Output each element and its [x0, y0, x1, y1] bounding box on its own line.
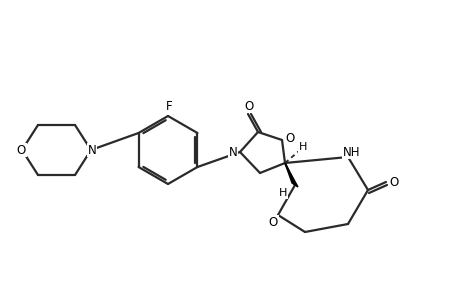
- Text: H: H: [298, 142, 307, 152]
- Text: O: O: [388, 176, 398, 188]
- Text: O: O: [268, 215, 277, 229]
- Text: NH: NH: [342, 146, 360, 158]
- Text: O: O: [285, 131, 294, 145]
- Text: F: F: [165, 100, 172, 112]
- Text: O: O: [17, 143, 26, 157]
- Text: O: O: [244, 100, 253, 112]
- Text: H: H: [278, 188, 286, 198]
- Text: N: N: [87, 143, 96, 157]
- Polygon shape: [285, 163, 297, 187]
- Text: N: N: [228, 146, 237, 158]
